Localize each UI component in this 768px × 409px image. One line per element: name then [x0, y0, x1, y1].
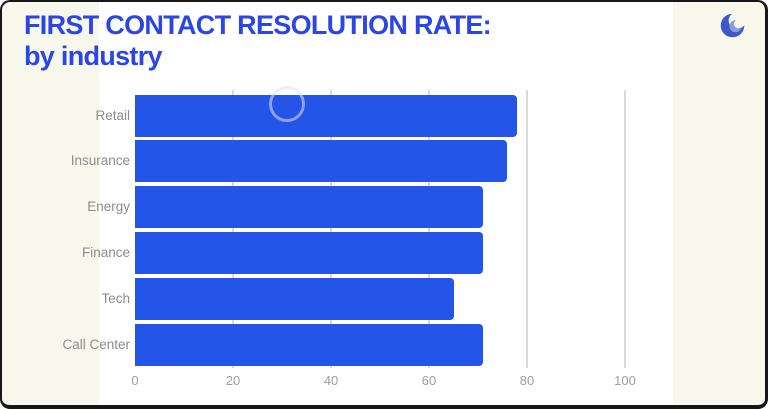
category-label: Energy — [87, 199, 130, 215]
category-label: Retail — [95, 107, 130, 123]
gridline-80 — [526, 90, 528, 368]
gridline-100 — [624, 90, 626, 368]
bar-energy — [135, 186, 483, 229]
x-tick-label: 40 — [323, 373, 339, 388]
category-label: Insurance — [70, 153, 130, 169]
gridline-60 — [428, 90, 430, 368]
bar-chart: Retail Insurance Energy Finance Tech Call Cen… — [2, 2, 765, 405]
category-label: Finance — [81, 245, 130, 261]
bar-insurance — [135, 140, 508, 183]
wave-swirl-logo-icon — [720, 13, 745, 38]
x-tick-label: 0 — [131, 373, 139, 388]
bar-tech — [135, 278, 454, 321]
x-tick-label: 20 — [225, 373, 241, 388]
title-line-1: FIRST CONTACT RESOLUTION RATE: — [24, 10, 492, 40]
x-tick-label: 60 — [421, 373, 437, 388]
gridline-40 — [330, 90, 332, 368]
page-title: FIRST CONTACT RESOLUTION RATE: by indust… — [24, 10, 492, 72]
bar-finance — [135, 232, 483, 275]
bar-retail — [135, 94, 518, 137]
x-tick-label: 80 — [519, 373, 535, 388]
category-label: Tech — [101, 291, 130, 307]
category-label: Call Center — [62, 337, 130, 352]
bar-call-center — [135, 324, 483, 366]
x-tick-label: 100 — [614, 373, 636, 388]
watermark-ring — [269, 86, 305, 122]
gridline-20 — [232, 90, 234, 368]
title-line-2: by industry — [24, 41, 163, 71]
